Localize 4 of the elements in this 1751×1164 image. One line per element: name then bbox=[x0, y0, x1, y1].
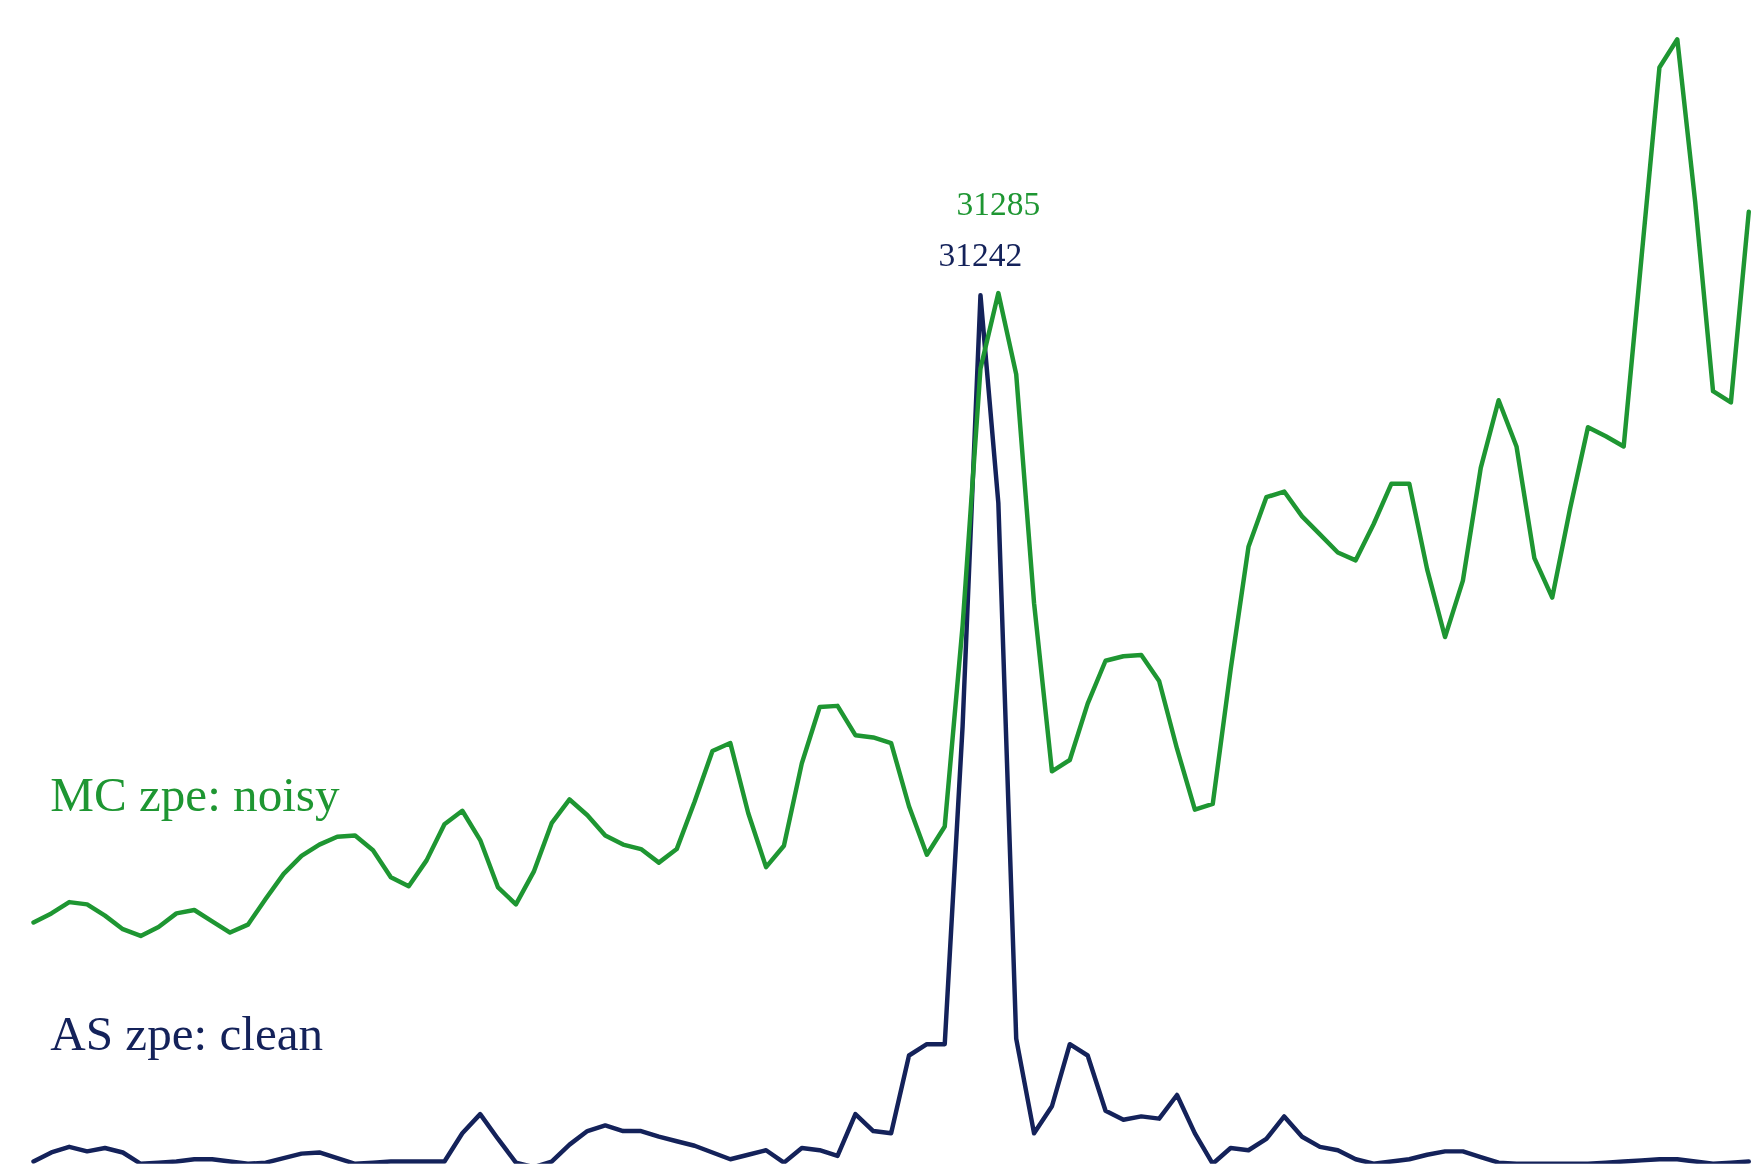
annotation: 31285 bbox=[956, 184, 1041, 222]
series-label: AS zpe: clean bbox=[50, 1005, 324, 1061]
series-label: MC zpe: noisy bbox=[50, 766, 340, 822]
annotation: 31242 bbox=[938, 236, 1023, 274]
